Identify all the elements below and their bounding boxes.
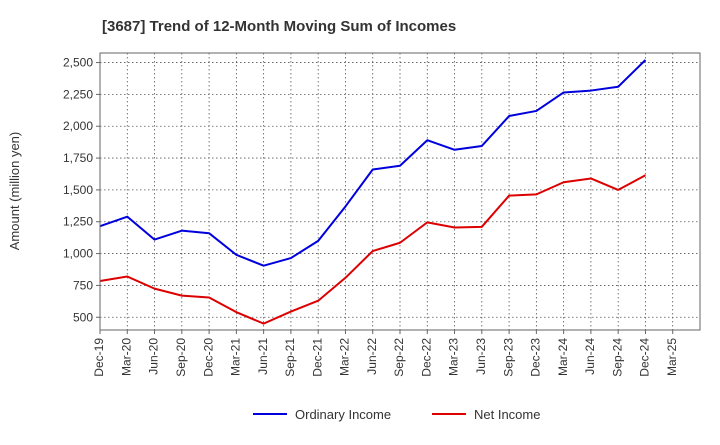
x-tick-label: Jun-24 [583,338,597,375]
x-tick-label: Dec-19 [92,338,106,377]
x-tick-label: Mar-20 [119,338,133,376]
x-tick-label: Dec-23 [529,338,543,377]
chart-title: [3687] Trend of 12-Month Moving Sum of I… [102,18,456,35]
legend-item-ordinary-income: Ordinary Income [253,407,391,422]
x-tick-label: Dec-24 [638,338,652,377]
series-line-ordinary-income [99,59,647,267]
x-tick-label: Sep-20 [174,338,188,377]
x-tick-label: Sep-22 [392,338,406,377]
legend: Ordinary Income Net Income [253,407,540,422]
legend-item-net-income: Net Income [432,407,540,422]
x-tick-label: Mar-24 [556,338,570,376]
y-axis-ticks: 500 750 1,000 1,250 1,500 1,750 2,000 2,250 2,50… [63,56,100,324]
x-axis-ticks: Dec-19 Mar-20 Jun-20 Sep-20 Dec-20 Mar-21 Jun-… [92,330,679,377]
x-tick-label: Dec-21 [310,338,324,377]
y-tick-label: 1,750 [63,151,93,165]
y-tick-label: 1,500 [63,183,93,197]
x-tick-label: Mar-23 [447,338,461,376]
legend-label-net-income: Net Income [474,407,540,422]
x-tick-label: Jun-22 [365,338,379,375]
y-tick-label: 1,000 [63,247,93,261]
x-tick-label: Jun-21 [256,338,270,375]
series-lines [99,59,647,325]
x-tick-label: Mar-25 [665,338,679,376]
x-tick-label: Mar-22 [338,338,352,376]
series-line-net-income [99,174,646,325]
legend-label-ordinary-income: Ordinary Income [295,407,391,422]
grid [100,53,700,330]
x-tick-label: Sep-23 [501,338,515,377]
y-tick-label: 2,500 [63,56,93,70]
x-tick-label: Sep-21 [283,338,297,377]
x-tick-label: Mar-21 [229,338,243,376]
x-tick-label: Dec-22 [419,338,433,377]
y-tick-label: 500 [73,310,93,324]
y-tick-label: 750 [73,278,93,292]
plot-area-frame [99,52,701,331]
y-axis-label: Amount (million yen) [7,132,22,251]
x-tick-label: Sep-24 [610,338,624,377]
x-tick-label: Jun-23 [474,338,488,375]
y-tick-label: 2,000 [63,119,93,133]
y-tick-label: 1,250 [63,215,93,229]
y-tick-label: 2,250 [63,87,93,101]
x-tick-label: Dec-20 [201,338,215,377]
x-tick-label: Jun-20 [147,338,161,375]
